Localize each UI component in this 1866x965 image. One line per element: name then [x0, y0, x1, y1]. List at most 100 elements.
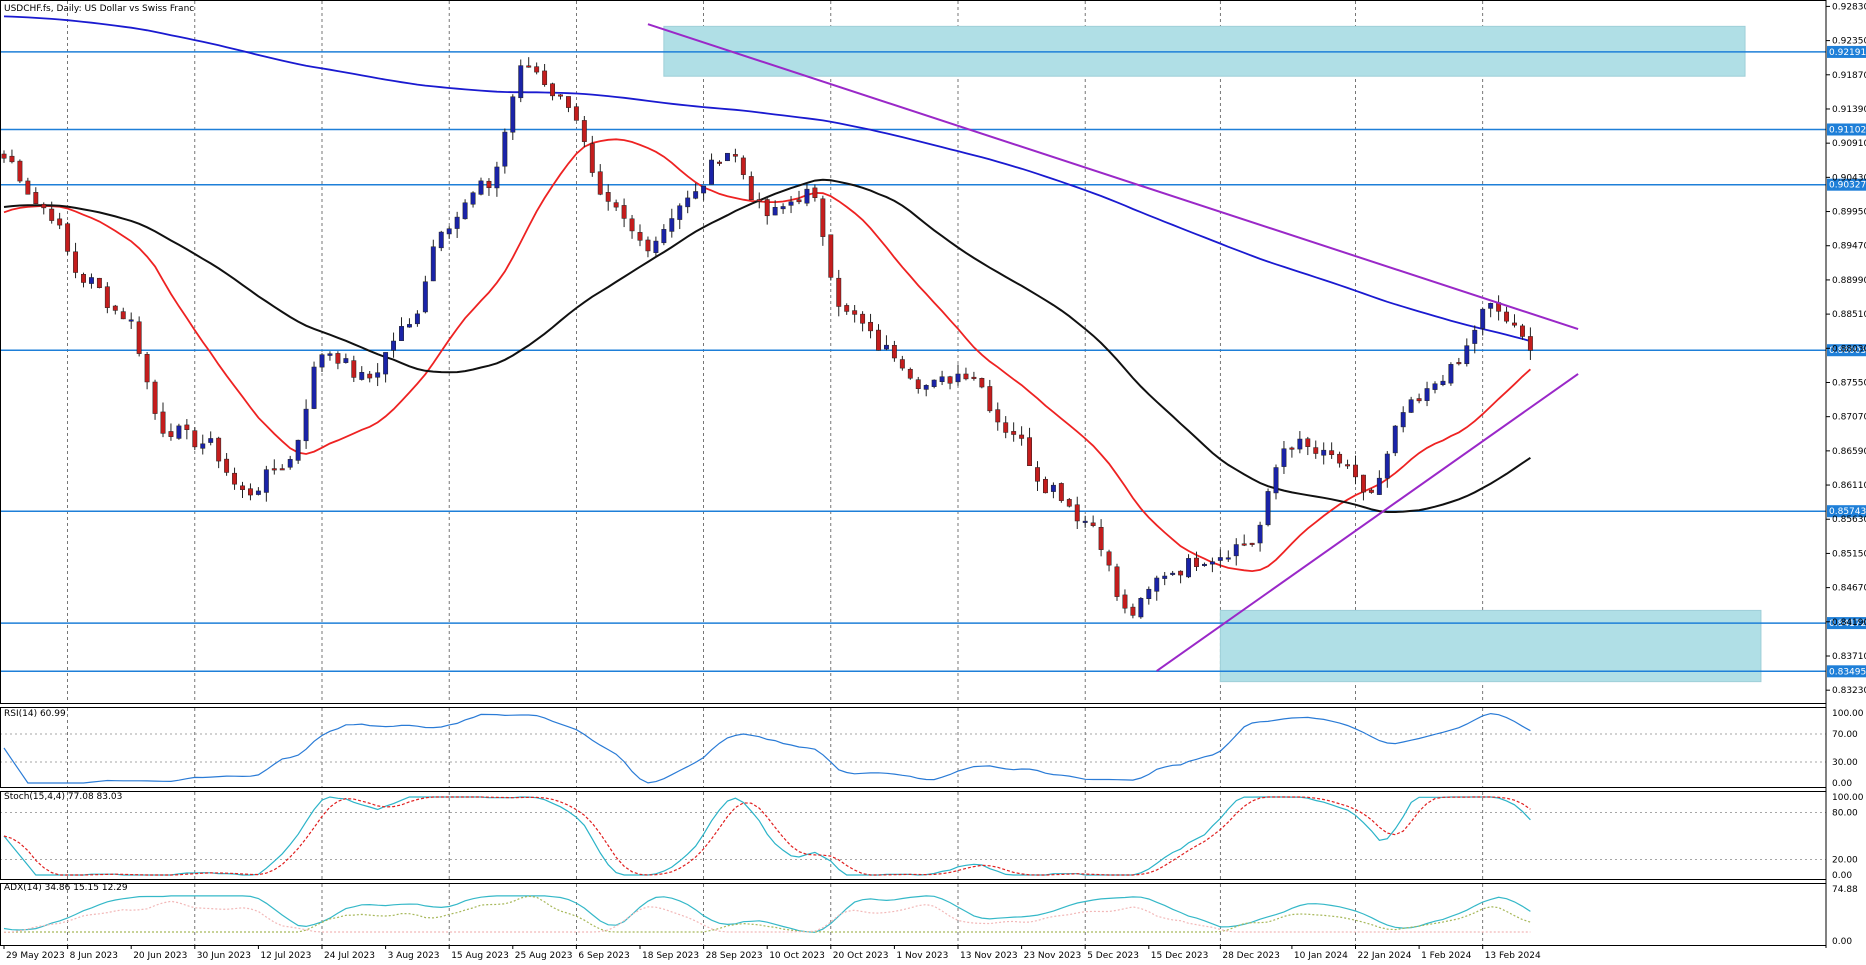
bear-candle — [796, 199, 802, 203]
bear-candle — [534, 66, 540, 73]
bear-candle — [335, 353, 341, 364]
adx-label: ADX(14) 34.86 15.15 12.29 — [4, 883, 128, 893]
bull-candle — [1186, 558, 1191, 578]
stoch-label: Stoch(15,4,4) 77.08 83.03 — [4, 792, 122, 802]
bear-candle — [963, 373, 969, 380]
bull-candle — [1146, 588, 1152, 599]
bear-candle — [216, 437, 222, 462]
date-tick-label: 25 Aug 2023 — [515, 951, 573, 961]
bull-candle — [1273, 467, 1279, 494]
bear-candle — [25, 180, 31, 195]
date-tick-label: 28 Dec 2023 — [1222, 951, 1280, 961]
date-tick-label: 1 Nov 2023 — [896, 951, 948, 961]
bear-candle — [613, 202, 619, 208]
bear-candle — [756, 199, 762, 202]
bull-candle — [1376, 477, 1382, 495]
bull-candle — [1472, 329, 1478, 344]
bull-candle — [1162, 575, 1168, 579]
bull-candle — [407, 324, 412, 328]
indicator-tick-label: 74.88 — [1832, 885, 1858, 895]
level-tag — [1827, 45, 1866, 58]
date-tick-label: 1 Feb 2024 — [1421, 951, 1472, 961]
bull-candle — [510, 96, 516, 133]
date-tick-label: 28 Sep 2023 — [706, 951, 763, 961]
level-tag-label: 0.92191 — [1829, 48, 1866, 58]
bull-candle — [1257, 524, 1263, 544]
date-tick-label: 15 Aug 2023 — [451, 951, 509, 961]
bear-candle — [748, 176, 754, 201]
bear-candle — [1043, 478, 1048, 494]
bull-candle — [391, 340, 397, 351]
bear-candle — [271, 468, 277, 471]
bear-candle — [120, 311, 126, 320]
date-tick-label: 3 Aug 2023 — [388, 951, 440, 961]
bull-candle — [1400, 412, 1406, 428]
bear-candle — [152, 381, 158, 414]
date-tick-label: 10 Jan 2024 — [1294, 951, 1348, 961]
bull-candle — [375, 372, 381, 378]
price-tick-label: 0.87550 — [1832, 378, 1866, 388]
level-tag — [1827, 665, 1866, 678]
bear-candle — [17, 160, 23, 182]
price-tick-label: 0.86110 — [1832, 481, 1866, 491]
adx-plus-di-line — [3, 895, 1531, 933]
bull-candle — [780, 206, 786, 210]
price-tick-label: 0.89950 — [1832, 208, 1866, 218]
bear-candle — [41, 203, 47, 209]
moving-average-layer — [3, 15, 1532, 573]
price-tick-label: 0.83230 — [1832, 686, 1866, 696]
bear-candle — [597, 171, 603, 195]
bear-candle — [550, 83, 555, 97]
bear-candle — [915, 379, 921, 389]
indicator-tick-label: 0.00 — [1832, 937, 1852, 947]
price-tick-label: 0.91870 — [1832, 71, 1866, 81]
bull-candle — [1480, 308, 1486, 329]
bear-candle — [947, 376, 953, 384]
bear-candle — [65, 223, 71, 252]
bull-candle — [89, 277, 94, 284]
bear-candle — [621, 205, 627, 219]
level-tag-label: 0.83495 — [1829, 667, 1866, 677]
bull-candle — [446, 228, 452, 235]
bull-candle — [923, 385, 929, 390]
bear-candle — [33, 192, 39, 204]
bull-candle — [478, 180, 484, 195]
bull-candle — [772, 207, 778, 216]
indicator-tick-label: 0.00 — [1832, 779, 1852, 789]
bear-candle — [852, 310, 858, 315]
bear-candle — [566, 96, 571, 108]
panel-frame — [0, 791, 1827, 880]
bull-candle — [176, 425, 182, 439]
bear-candle — [1527, 336, 1533, 351]
date-tick-label: 24 Jul 2023 — [324, 951, 375, 961]
stoch-main-line — [3, 796, 1531, 876]
bull-candle — [494, 166, 500, 189]
bull-candle — [1321, 449, 1327, 456]
price-tick-label: 0.84670 — [1832, 584, 1866, 594]
bull-candle — [804, 188, 810, 204]
date-tick-label: 30 Jun 2023 — [197, 951, 251, 961]
bear-candle — [764, 199, 770, 217]
bear-candle — [57, 218, 63, 226]
bull-candle — [470, 192, 476, 205]
bull-candle — [414, 313, 420, 325]
bull-candle — [303, 408, 309, 442]
bear-candle — [828, 234, 834, 278]
date-tick-label: 8 Jun 2023 — [70, 951, 118, 961]
level-tag — [1827, 617, 1866, 630]
bear-candle — [1058, 483, 1064, 501]
bull-candle — [438, 231, 444, 249]
bull-candle — [1432, 383, 1438, 390]
level-tag-label: 0.84172 — [1829, 619, 1866, 629]
bear-candle — [868, 321, 873, 332]
price-tick-label: 0.84190 — [1832, 618, 1866, 628]
bear-candle — [645, 239, 651, 252]
bear-candle — [589, 143, 595, 173]
bear-candle — [1361, 474, 1366, 493]
bull-candle — [430, 246, 436, 282]
bull-candle — [1448, 364, 1454, 384]
bear-candle — [73, 251, 78, 273]
bull-candle — [1138, 598, 1144, 618]
bear-candle — [1456, 362, 1462, 365]
